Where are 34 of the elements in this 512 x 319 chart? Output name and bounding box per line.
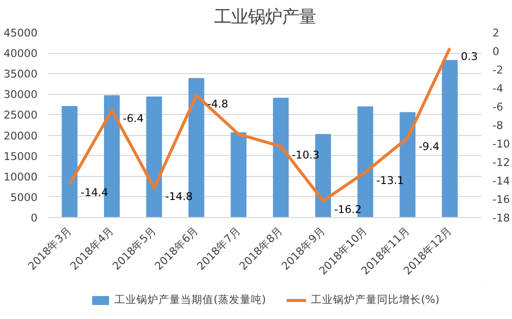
bar <box>146 96 162 218</box>
y2-tick-label: 0 <box>492 45 500 58</box>
y2-tick-label: -2 <box>492 64 504 76</box>
data-label: -9.4 <box>418 140 440 153</box>
data-label: -4.8 <box>207 97 228 110</box>
chart-title: 工业锅炉产量 <box>214 8 316 28</box>
legend-label: 工业锅炉产量当期值(蒸发量吨) <box>114 293 266 307</box>
data-label: 0.3 <box>460 50 478 64</box>
y2-tick-label: 2 <box>492 26 500 40</box>
data-label: -6.4 <box>122 112 144 126</box>
bar <box>442 60 458 218</box>
y2-tick-label: -14 <box>492 174 510 188</box>
bar <box>230 132 246 218</box>
legend-label: 工业锅炉产量同比增长(%) <box>310 293 440 307</box>
y2-tick-label: -18 <box>492 212 510 224</box>
y-tick-label: 45000 <box>4 26 38 40</box>
y-tick-label: 10000 <box>4 170 38 184</box>
y-tick-label: 25000 <box>4 108 38 122</box>
y2-tick-label: -8 <box>492 119 504 132</box>
line-series <box>68 46 452 202</box>
y2-tick-label: -10 <box>492 138 510 150</box>
y-tick-label: 35000 <box>4 68 38 81</box>
y-tick-label: 15000 <box>4 150 38 163</box>
bar <box>62 106 78 218</box>
y-tick-label: 30000 <box>4 88 38 102</box>
y2-tick-label: -6 <box>492 100 504 114</box>
bar <box>272 98 289 218</box>
y2-tick-label: -16 <box>492 193 510 206</box>
y2-tick-label: -4 <box>492 82 504 95</box>
y-tick-label: 0 <box>30 212 38 224</box>
y-tick-label: 5000 <box>10 190 38 204</box>
y2-tick-label: -12 <box>492 156 510 169</box>
y-tick-label: 40000 <box>4 47 38 60</box>
y-tick-label: 20000 <box>4 129 38 142</box>
